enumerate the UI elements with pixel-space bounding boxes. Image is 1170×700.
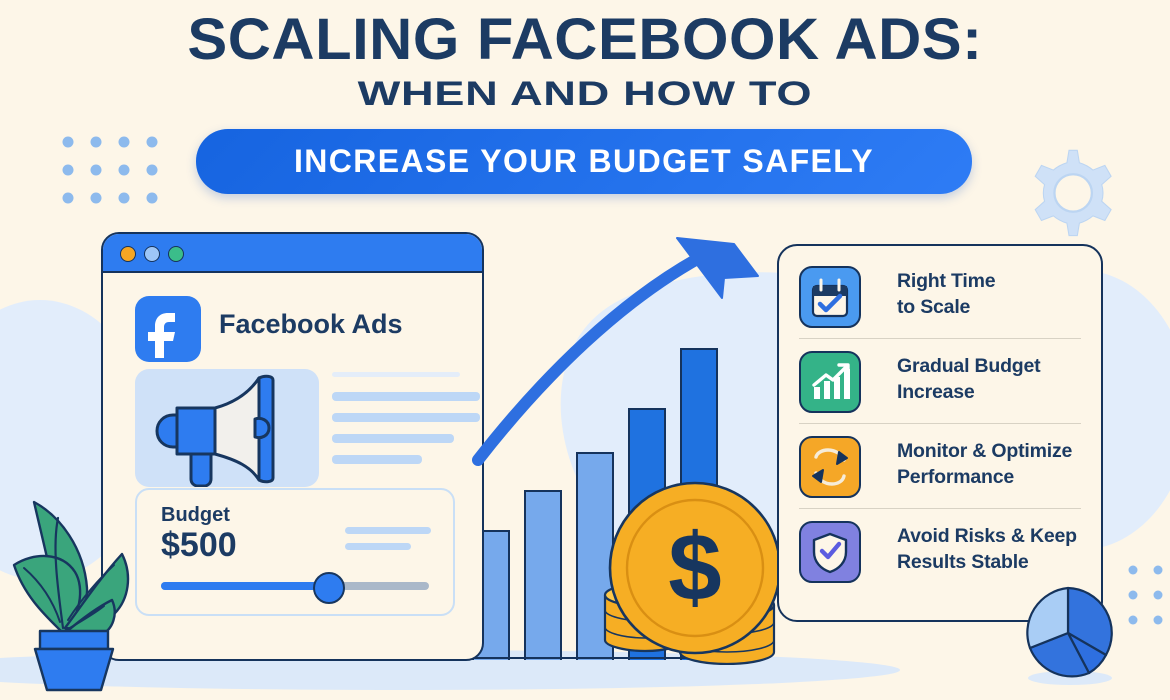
svg-text:$: $ bbox=[668, 514, 721, 621]
